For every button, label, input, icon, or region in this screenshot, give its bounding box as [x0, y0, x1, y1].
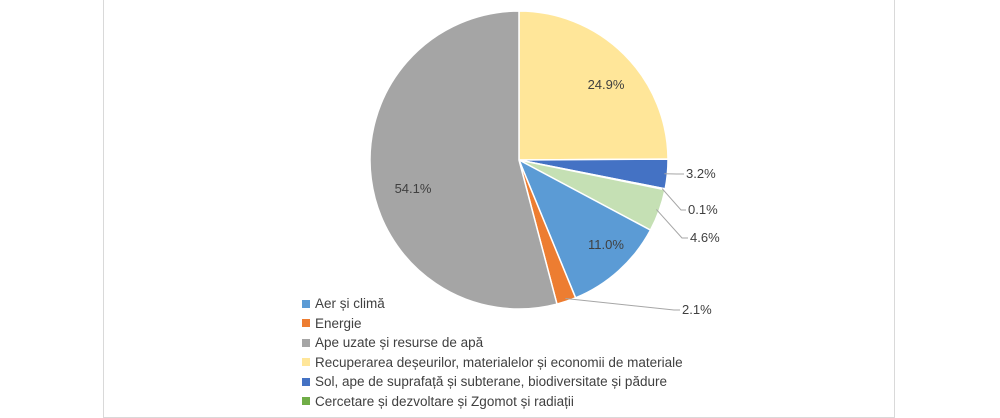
data-label: 0.1%: [688, 202, 718, 217]
data-label: 54.1%: [395, 181, 432, 196]
data-label: 11.0%: [588, 237, 624, 252]
legend-label: Ape uzate și resurse de apă: [315, 335, 483, 350]
legend-label: Energie: [315, 316, 362, 331]
legend-swatch: [302, 378, 310, 386]
leader-line: [662, 189, 686, 210]
leader-line: [656, 209, 688, 238]
legend-item: Sol, ape de suprafață și subterane, biod…: [302, 372, 683, 392]
legend-item: Energie: [302, 314, 683, 334]
legend-label: Sol, ape de suprafață și subterane, biod…: [315, 374, 667, 389]
legend-label: Cercetare și dezvoltare și Zgomot și rad…: [315, 394, 574, 409]
legend-swatch: [302, 339, 310, 347]
legend-label: Aer și climă: [315, 296, 385, 311]
legend-swatch: [302, 397, 310, 405]
legend-item: Cercetare și dezvoltare și Zgomot și rad…: [302, 392, 683, 412]
legend-item: Ape uzate și resurse de apă: [302, 333, 683, 353]
data-label: 3.2%: [686, 166, 716, 181]
legend-item: Aer și climă: [302, 294, 683, 314]
legend-swatch: [302, 319, 310, 327]
legend-item: Recuperarea deșeurilor, materialelor și …: [302, 353, 683, 373]
legend-swatch: [302, 300, 310, 308]
legend: Aer și climă Energie Ape uzate și resurse …: [302, 294, 683, 411]
data-label: 24.9%: [588, 77, 625, 92]
pie-slices: [370, 11, 668, 309]
legend-label: Recuperarea deșeurilor, materialelor și …: [315, 355, 683, 370]
data-label: 2.1%: [682, 302, 712, 317]
legend-swatch: [302, 358, 310, 366]
data-label: 4.6%: [690, 230, 720, 245]
